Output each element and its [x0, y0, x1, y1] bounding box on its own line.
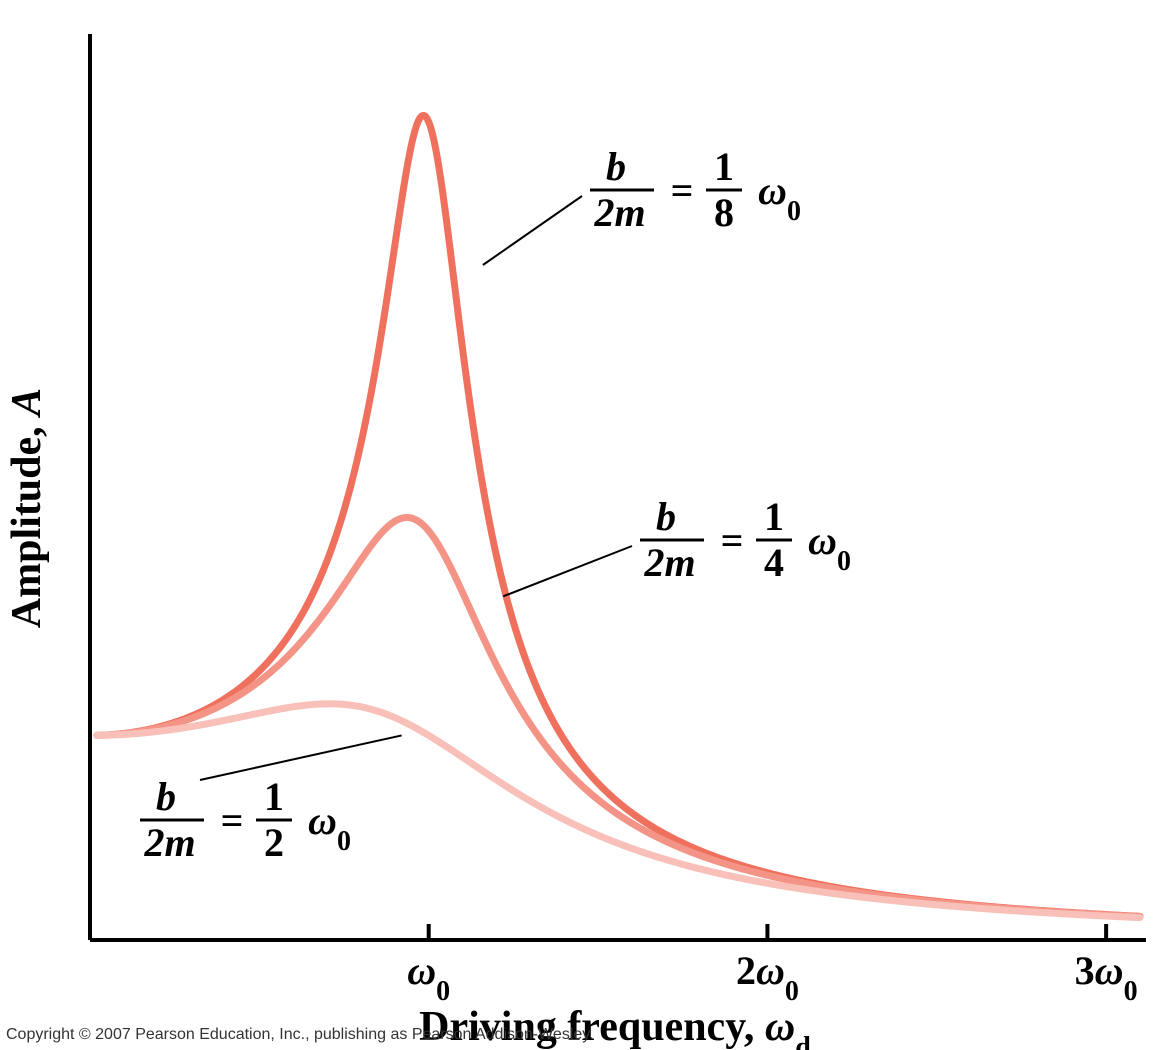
annotation-mid-damping: b2m = 14 ω0 — [640, 494, 851, 585]
svg-text:ω0: ω0 — [308, 798, 351, 857]
svg-text:2: 2 — [264, 820, 284, 865]
svg-text:2m: 2m — [143, 820, 195, 865]
resonance-chart-svg: ω02ω03ω0Driving frequency, ωdAmplitude, … — [0, 0, 1165, 1050]
svg-text:1: 1 — [264, 774, 284, 819]
svg-text:2m: 2m — [643, 540, 695, 585]
svg-text:4: 4 — [764, 540, 784, 585]
svg-text:2m: 2m — [593, 190, 645, 235]
svg-text:ω0: ω0 — [758, 168, 801, 227]
svg-text:=: = — [671, 168, 694, 213]
xtick-label: 2ω0 — [736, 948, 799, 1007]
xtick-label: 3ω0 — [1075, 948, 1138, 1007]
curve-low-damping — [97, 115, 1140, 916]
svg-text:b: b — [156, 774, 176, 819]
svg-text:ω0: ω0 — [808, 518, 851, 577]
xtick-label: ω0 — [407, 948, 450, 1007]
annotation-low-damping: b2m = 18 ω0 — [590, 144, 801, 235]
svg-text:b: b — [656, 494, 676, 539]
annotation-pointer — [483, 196, 582, 265]
svg-text:=: = — [721, 518, 744, 563]
copyright-text: Copyright © 2007 Pearson Education, Inc.… — [6, 1026, 594, 1044]
svg-text:1: 1 — [714, 144, 734, 189]
svg-text:8: 8 — [714, 190, 734, 235]
annotation-pointer — [200, 735, 402, 780]
resonance-figure: ω02ω03ω0Driving frequency, ωdAmplitude, … — [0, 0, 1165, 1050]
annotation-high-damping: b2m = 12 ω0 — [140, 774, 351, 865]
svg-text:1: 1 — [764, 494, 784, 539]
svg-text:=: = — [221, 798, 244, 843]
annotation-pointer — [503, 546, 632, 596]
y-axis-label: Amplitude, A — [4, 388, 50, 628]
svg-text:b: b — [606, 144, 626, 189]
